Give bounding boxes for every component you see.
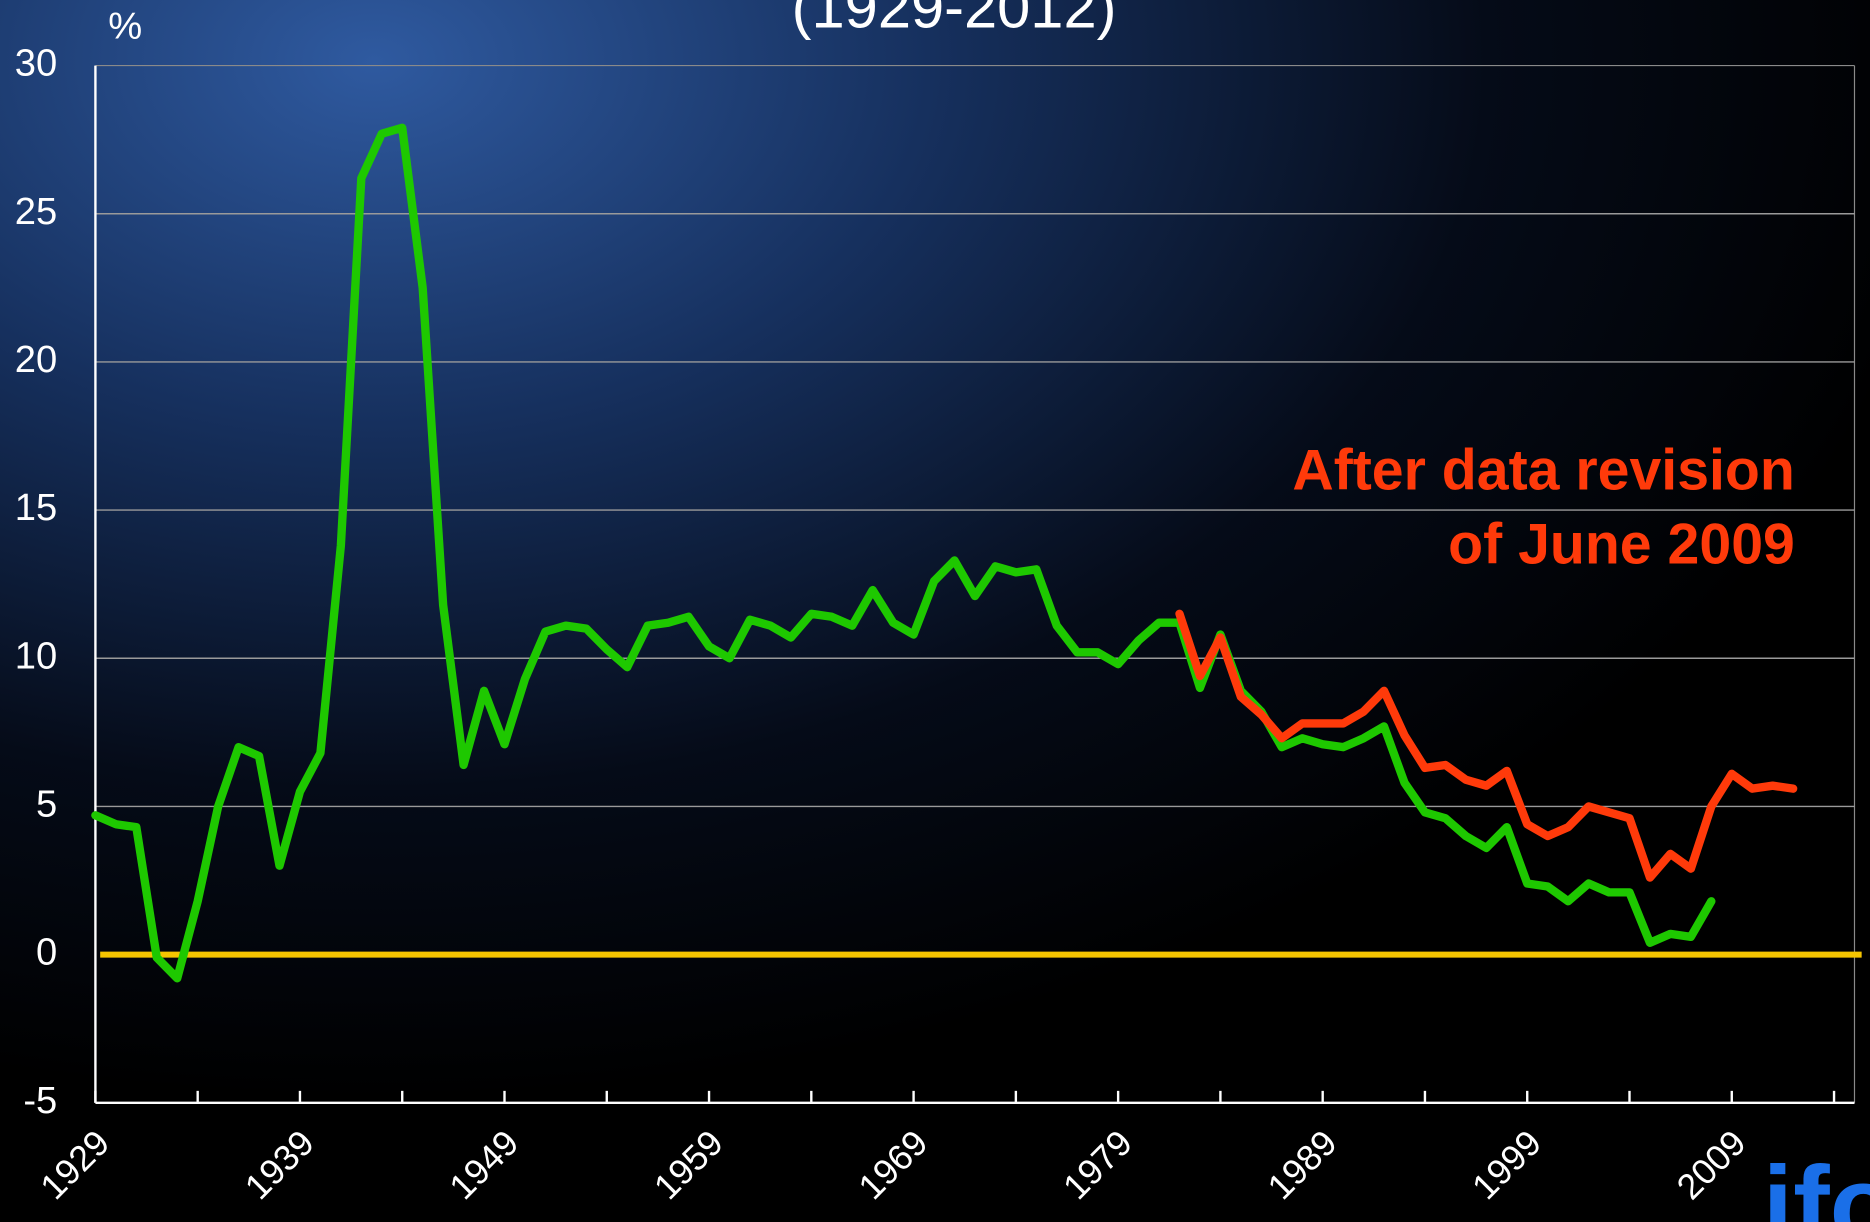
y-tick-label: 5 <box>36 783 57 826</box>
y-tick-label: 30 <box>15 42 57 85</box>
logo: ifo <box>1763 1145 1870 1222</box>
chart-title: (1929-2012) <box>792 0 1117 41</box>
y-axis-label: % <box>108 5 142 48</box>
series-line <box>91 123 1716 983</box>
annotation: After data revision <box>1292 439 1794 503</box>
y-tick-label: 20 <box>15 338 57 381</box>
y-tick-label: 10 <box>15 634 57 677</box>
y-tick-label: -5 <box>23 1079 57 1122</box>
y-tick-label: 15 <box>15 486 57 529</box>
y-tick-label: 25 <box>15 190 57 233</box>
y-tick-label: 0 <box>36 931 57 974</box>
annotation: of June 2009 <box>1448 513 1795 577</box>
series-line <box>1175 609 1798 882</box>
